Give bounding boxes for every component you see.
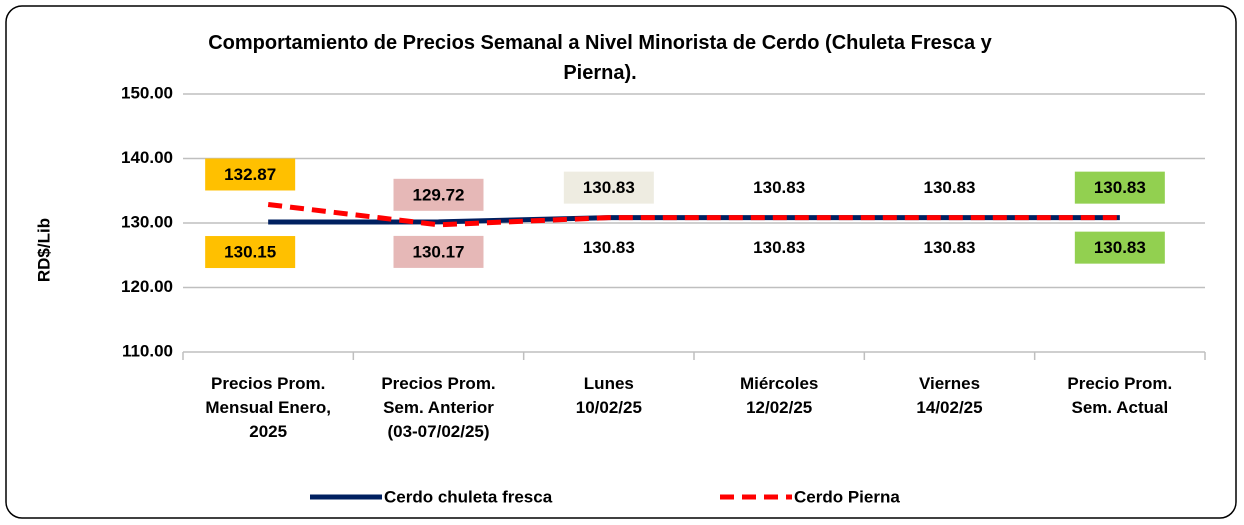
label-box xyxy=(563,171,654,204)
x-tick-label: Lunes 10/02/25 xyxy=(575,374,642,417)
label-box xyxy=(1074,171,1165,204)
label-box xyxy=(205,236,296,269)
data-label: 130.17 xyxy=(413,242,465,261)
data-label: 130.83 xyxy=(924,178,976,197)
y-tick-label: 120.00 xyxy=(121,277,173,296)
data-label: 130.83 xyxy=(583,178,635,197)
x-tick-label: Precio Prom. Sem. Actual xyxy=(1067,374,1173,417)
x-tick-label: Viernes 14/02/25 xyxy=(916,374,983,417)
y-tick-label: 130.00 xyxy=(121,212,173,231)
y-axis-label: RD$/Lib xyxy=(34,218,53,282)
chart-border xyxy=(5,5,1237,519)
y-tick-label: 140.00 xyxy=(121,148,173,167)
data-label: 130.83 xyxy=(1094,238,1146,257)
y-tick-label: 110.00 xyxy=(122,341,173,360)
data-label: 130.15 xyxy=(224,243,276,262)
chart-title: Comportamiento de Precios Semanal a Nive… xyxy=(208,32,992,84)
label-box xyxy=(205,158,296,191)
data-label: 130.83 xyxy=(583,238,635,257)
data-label: 130.83 xyxy=(1094,178,1146,197)
label-box xyxy=(1074,231,1165,264)
data-label: 130.83 xyxy=(924,238,976,257)
data-label: 130.83 xyxy=(753,238,805,257)
data-label: 132.87 xyxy=(224,165,276,184)
x-tick-label: Precios Prom. Mensual Enero, 2025 xyxy=(205,374,331,441)
x-tick-label: Precios Prom. Sem. Anterior (03-07/02/25… xyxy=(381,374,496,441)
data-label: 129.72 xyxy=(413,185,465,204)
data-label: 130.83 xyxy=(753,178,805,197)
x-tick-label: Miércoles 12/02/25 xyxy=(739,374,819,417)
label-box xyxy=(393,178,484,211)
y-tick-label: 150.00 xyxy=(121,83,173,102)
legend-label: Cerdo Pierna xyxy=(794,487,900,506)
series-line xyxy=(267,202,1120,228)
legend-label: Cerdo chuleta fresca xyxy=(384,487,553,506)
label-box xyxy=(393,235,484,268)
